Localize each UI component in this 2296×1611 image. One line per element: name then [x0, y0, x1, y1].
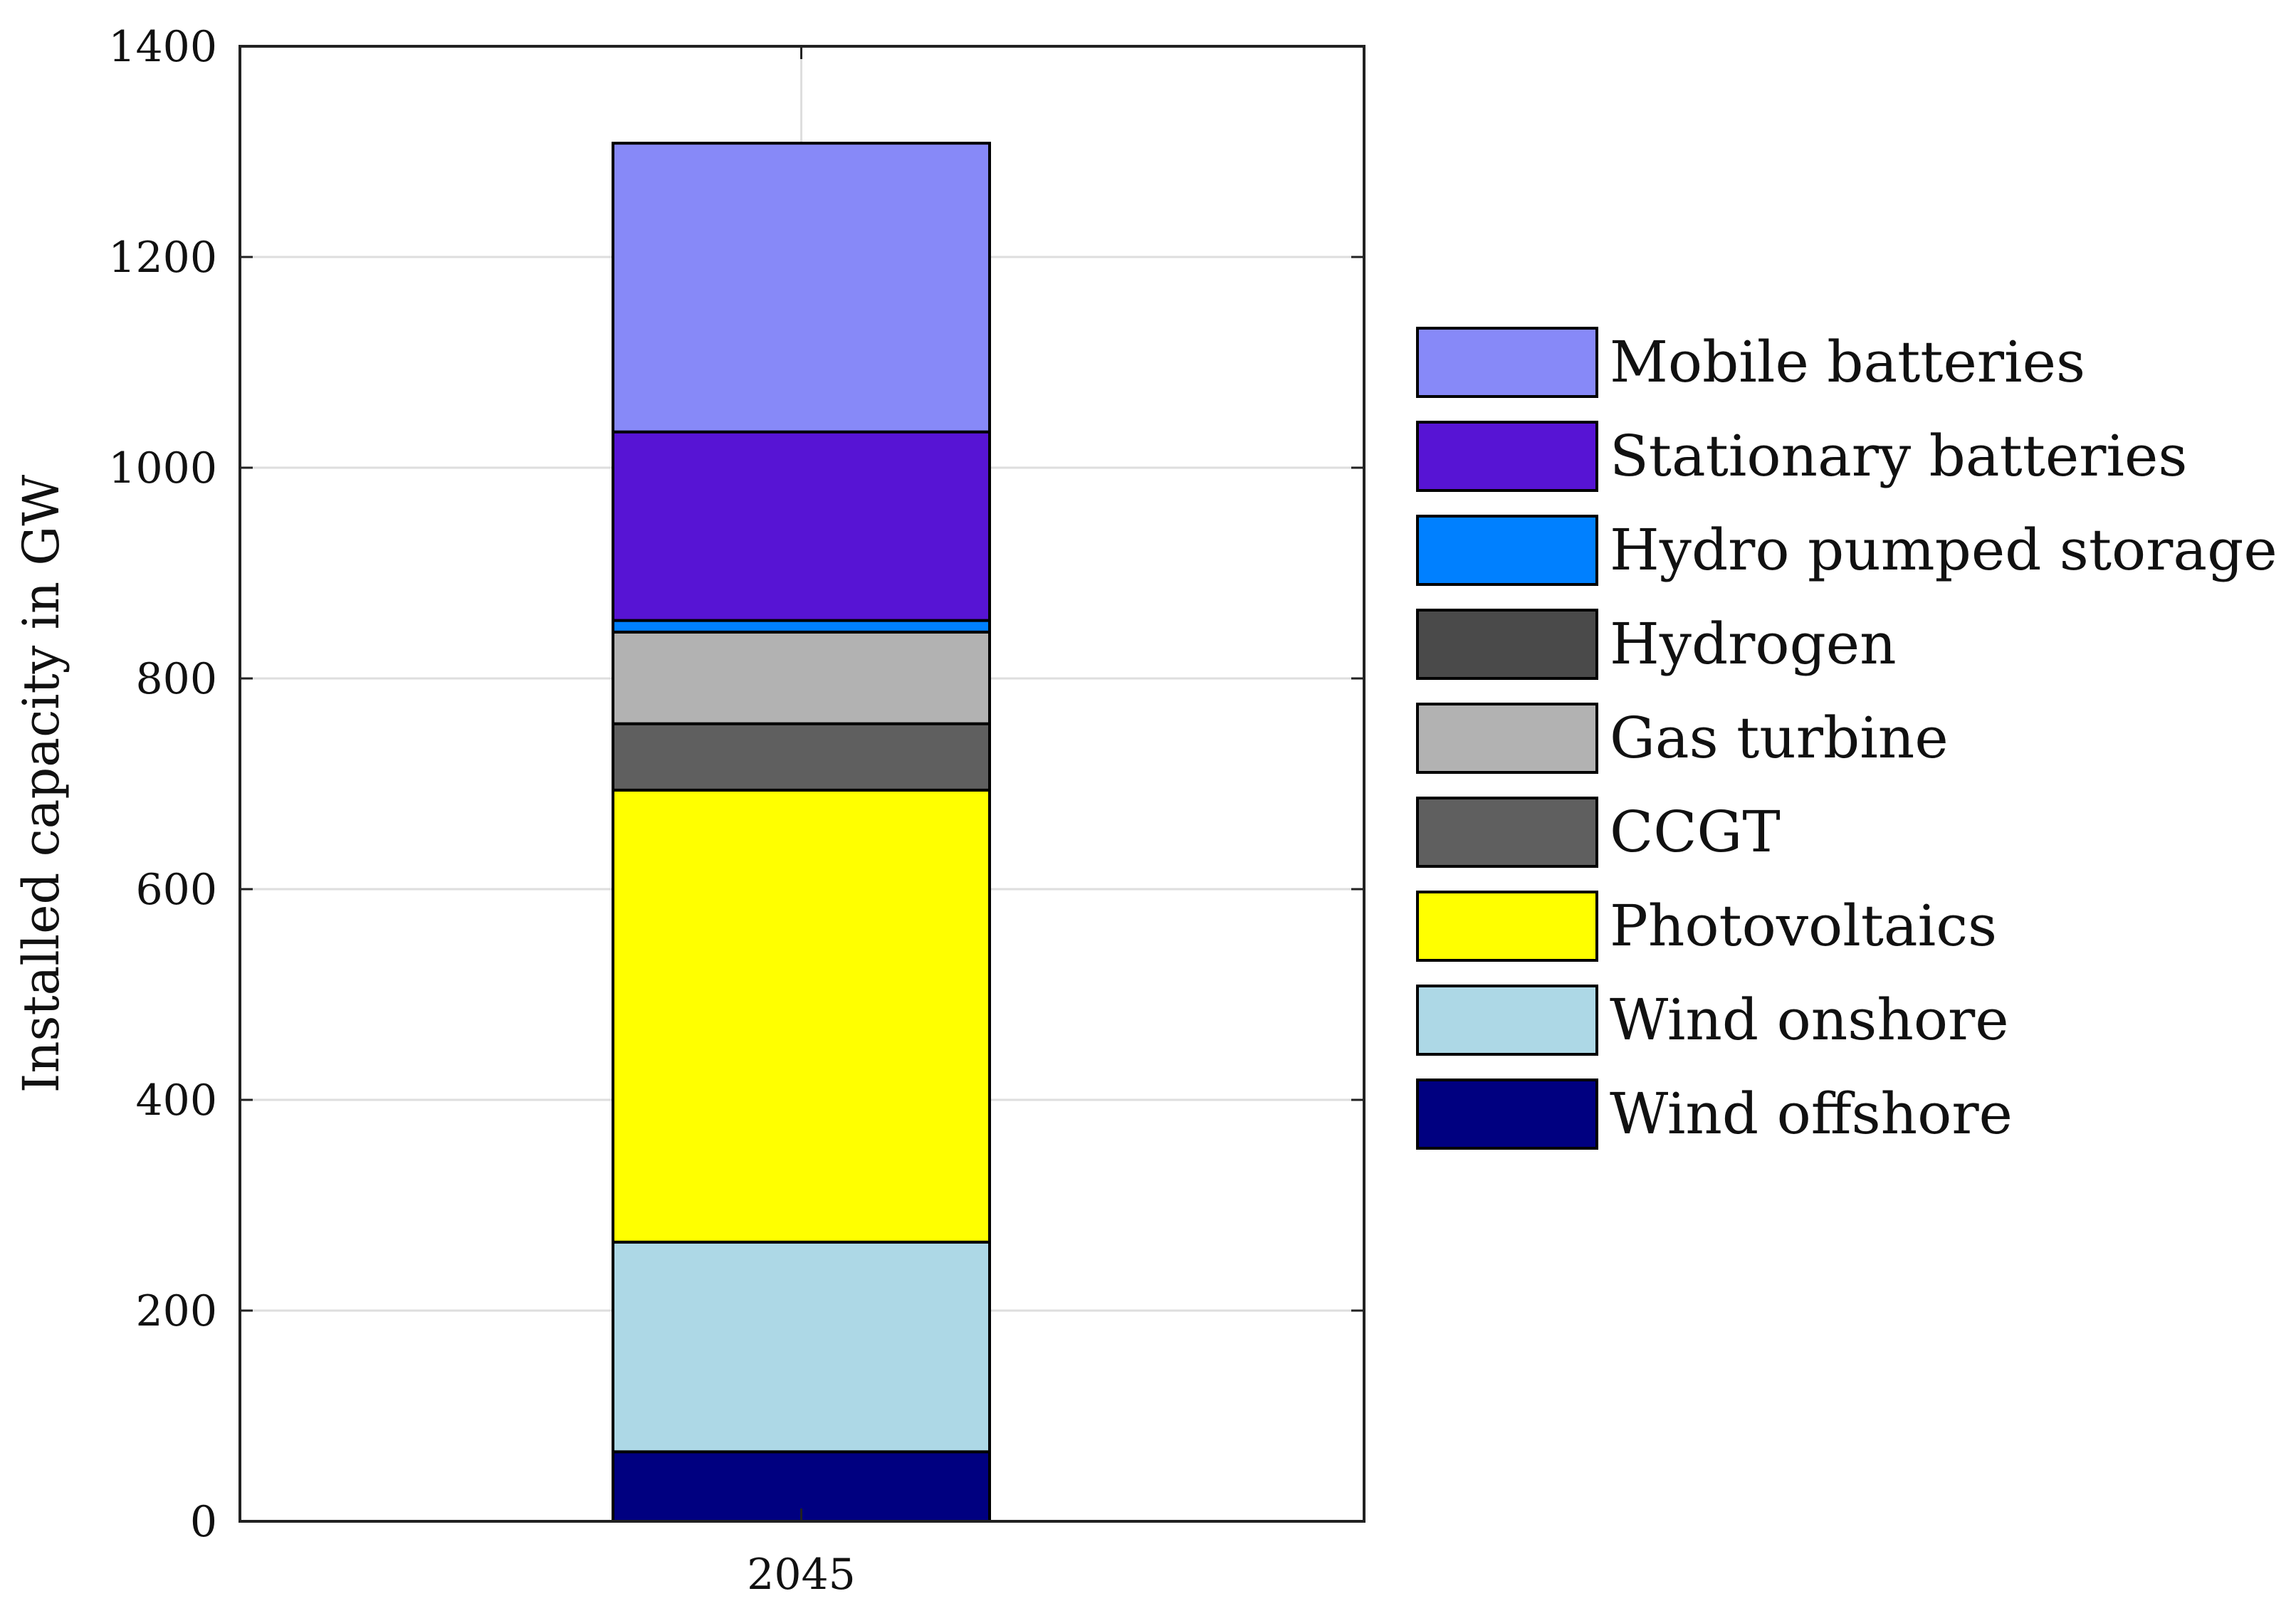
bar-segment-gas-turbine — [612, 630, 991, 725]
x-tick-label: 2045 — [747, 1550, 856, 1600]
y-tick-label: 1400 — [108, 22, 217, 72]
y-tick-label: 400 — [135, 1076, 217, 1125]
y-axis-label: Installed capacity in GW — [12, 475, 70, 1093]
y-ticks: 0 200 400 600 800 1000 1200 1400 — [108, 22, 1364, 1547]
legend-label-photovoltaics: Photovoltaics — [1610, 893, 1997, 959]
x-ticks: 2045 — [747, 46, 856, 1600]
bar-segment-mobile-batteries — [612, 142, 991, 434]
bar-segment-ccgt — [612, 722, 991, 792]
bar-segment-stationary-batteries — [612, 430, 991, 622]
legend-swatch-wind-offshore — [1416, 1079, 1598, 1150]
y-tick-label: 0 — [190, 1497, 217, 1547]
y-tick-label: 1000 — [108, 444, 217, 493]
y-tick-label: 200 — [135, 1286, 217, 1336]
legend-label-wind-onshore: Wind onshore — [1610, 987, 2009, 1053]
legend-swatch-hydro-pumped-storage — [1416, 515, 1598, 586]
legend-swatch-stationary-batteries — [1416, 421, 1598, 492]
bar-segment-wind-onshore — [612, 1240, 991, 1454]
y-tick-label: 1200 — [108, 233, 217, 283]
bar-stack — [612, 142, 991, 1523]
legend-swatch-hydrogen — [1416, 609, 1598, 680]
legend-swatch-ccgt — [1416, 797, 1598, 868]
legend-swatch-mobile-batteries — [1416, 327, 1598, 398]
legend-swatch-wind-onshore — [1416, 985, 1598, 1056]
legend: Mobile batteries Stationary batteries Hydr… — [1416, 327, 2277, 1150]
bar-segment-photovoltaics — [612, 788, 991, 1244]
legend-label-ccgt: CCGT — [1610, 799, 1781, 865]
y-tick-label: 600 — [135, 865, 217, 915]
legend-label-stationary-batteries: Stationary batteries — [1610, 423, 2187, 489]
bar-segment-hydro-pumped-storage — [612, 619, 991, 634]
legend-swatch-gas-turbine — [1416, 703, 1598, 774]
y-tick-label: 800 — [135, 654, 217, 704]
legend-label-mobile-batteries: Mobile batteries — [1610, 329, 2085, 395]
legend-label-hydrogen: Hydrogen — [1610, 611, 1897, 677]
legend-label-hydro-pumped-storage: Hydro pumped storage — [1610, 517, 2277, 583]
legend-label-wind-offshore: Wind offshore — [1610, 1081, 2013, 1147]
legend-swatch-photovoltaics — [1416, 891, 1598, 962]
legend-label-gas-turbine: Gas turbine — [1610, 705, 1949, 771]
